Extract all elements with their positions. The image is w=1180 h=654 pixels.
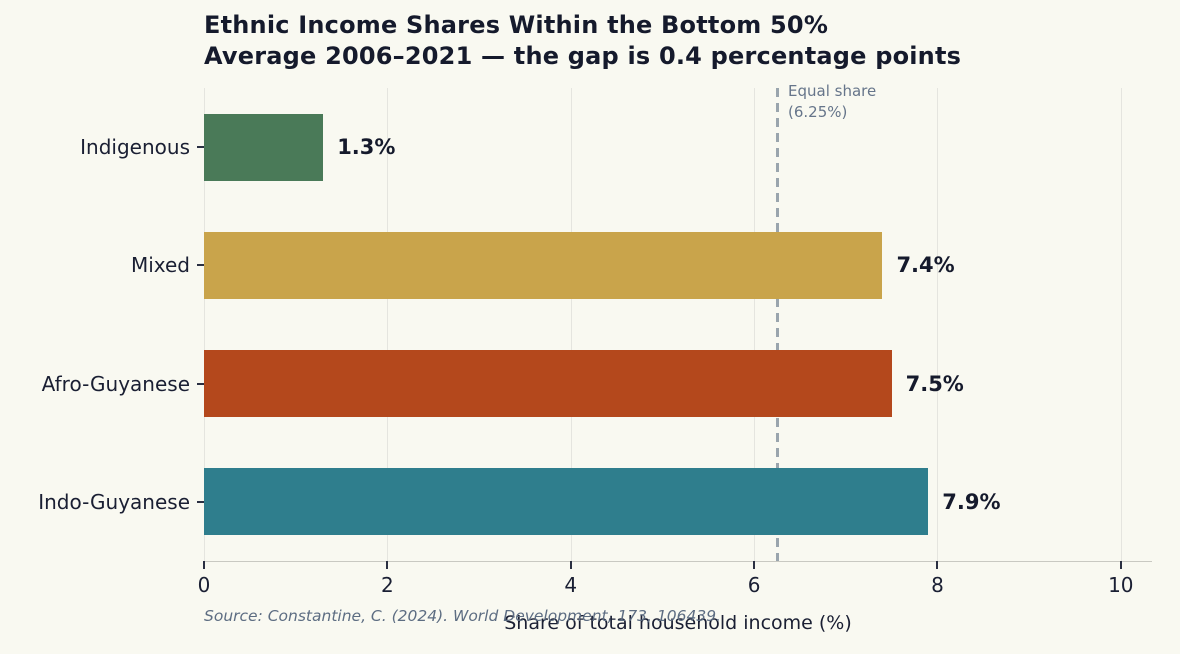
bar-mixed <box>204 231 883 299</box>
x-tick-mark <box>1119 561 1122 569</box>
x-tick-label: 8 <box>931 573 944 597</box>
bar-indigenous <box>204 113 324 181</box>
equal-share-annotation-line2: (6.25%) <box>788 103 848 121</box>
x-tick-label: 4 <box>564 573 578 597</box>
plot-area: 1.3% 7.4% 7.5% 7.9% <box>204 88 1152 562</box>
equal-share-annotation-line1: Equal share <box>788 82 877 100</box>
x-tick-mark <box>753 561 756 569</box>
x-tick-mark <box>936 561 939 569</box>
equal-share-annotation: Equal share (6.25%) <box>788 81 876 123</box>
chart-title-line2: Average 2006–2021 — the gap is 0.4 perce… <box>204 42 962 70</box>
y-tick-mark <box>197 264 204 267</box>
category-label: Mixed <box>130 253 190 278</box>
y-tick-mark <box>197 382 204 385</box>
gridline <box>387 88 389 561</box>
source-note: Source: Constantine, C. (2024). World De… <box>204 607 721 625</box>
x-axis-title: Share of total household income (%) <box>504 612 852 634</box>
category-label: Afro-Guyanese <box>41 371 190 396</box>
value-label: 7.9% <box>942 489 1001 514</box>
equal-share-reference-line <box>775 88 779 561</box>
x-tick-mark <box>386 561 389 569</box>
category-label: Indigenous <box>80 135 190 160</box>
gridline <box>1120 88 1122 561</box>
y-tick-mark <box>197 500 204 503</box>
gridline <box>570 88 572 561</box>
x-tick-label: 0 <box>197 573 211 597</box>
chart-title: Ethnic Income Shares Within the Bottom 5… <box>204 10 961 72</box>
chart-title-line1: Ethnic Income Shares Within the Bottom 5… <box>204 11 829 39</box>
y-tick-mark <box>197 146 204 149</box>
gridline <box>204 88 205 561</box>
value-label: 7.5% <box>905 371 964 396</box>
x-tick-label: 10 <box>1108 573 1134 597</box>
gridline <box>754 88 756 561</box>
gridline <box>937 88 939 561</box>
bar-afro-guyanese <box>204 350 892 418</box>
category-label: Indo-Guyanese <box>38 489 190 514</box>
x-tick-mark <box>569 561 572 569</box>
x-tick-mark <box>203 561 205 569</box>
bar-indo-guyanese <box>204 468 929 536</box>
x-tick-label: 2 <box>380 573 394 597</box>
x-tick-label: 6 <box>747 573 761 597</box>
value-label: 1.3% <box>337 135 396 160</box>
value-label: 7.4% <box>896 253 955 278</box>
